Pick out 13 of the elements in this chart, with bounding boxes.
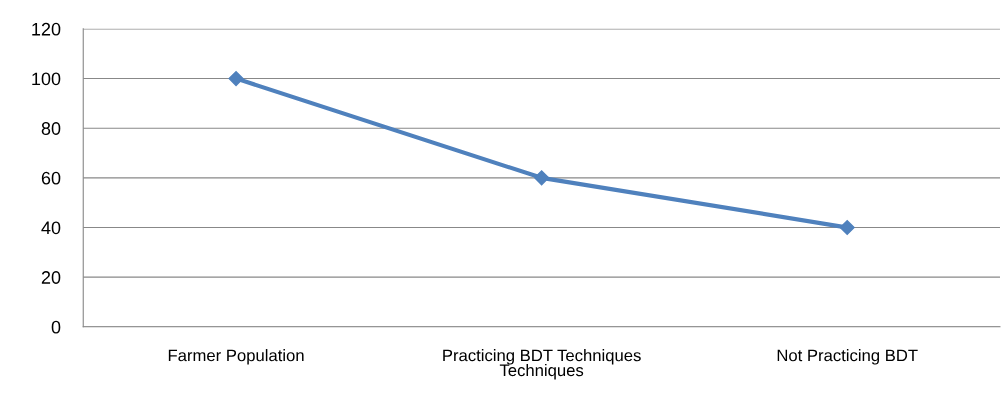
y-tick-label: 40 (41, 221, 61, 235)
point (228, 70, 244, 87)
y-tick-label: 120 (32, 22, 61, 36)
x-tick-label: Not Practicing BDT (777, 349, 918, 365)
y-tick-label: 80 (41, 122, 61, 135)
point (839, 219, 855, 236)
x-tick-label: Farmer Population (168, 349, 304, 365)
y-tick-label: 60 (41, 171, 61, 185)
y-tick-label: 0 (51, 320, 61, 334)
y-tick-label: 100 (32, 72, 61, 86)
point (534, 170, 550, 186)
x-tick-label: Practicing BDT Techniques Techniques (443, 349, 641, 380)
y-tick-label: 20 (41, 271, 61, 284)
